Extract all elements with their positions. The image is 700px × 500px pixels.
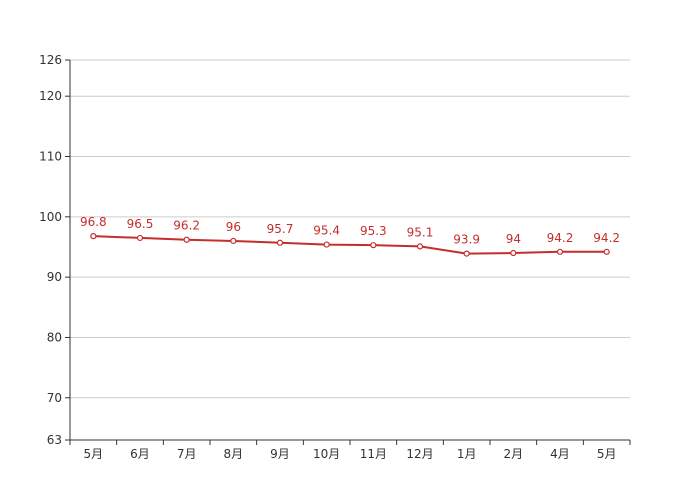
x-tick-label: 5月 (84, 447, 104, 461)
data-point[interactable] (510, 249, 517, 257)
x-tick-label: 7月 (177, 447, 197, 461)
data-label: 94 (506, 232, 521, 246)
y-tick-label: 110 (39, 150, 62, 164)
y-tick-label: 90 (47, 270, 62, 284)
x-tick-label: 1月 (457, 447, 477, 461)
data-point[interactable] (230, 237, 237, 245)
data-point[interactable] (370, 242, 377, 249)
data-label: 95.1 (407, 225, 434, 239)
x-tick-label: 4月 (550, 447, 570, 461)
x-tick-label: 9月 (270, 447, 290, 461)
data-label: 93.9 (453, 233, 480, 247)
data-label: 96.8 (80, 215, 107, 229)
x-tick-label: 8月 (224, 447, 244, 461)
x-tick-label: 6月 (130, 447, 150, 461)
y-tick-label: 63 (47, 433, 62, 447)
y-tick-label: 126 (39, 53, 62, 67)
data-point[interactable] (463, 250, 470, 257)
data-label: 95.3 (360, 224, 387, 238)
data-point[interactable] (136, 234, 144, 242)
series-layer (90, 233, 610, 257)
data-label: 96 (226, 220, 241, 234)
y-tick-label: 70 (47, 391, 62, 405)
data-point[interactable] (323, 241, 330, 248)
data-point[interactable] (183, 236, 190, 243)
x-tick-label: 12月 (406, 447, 433, 461)
y-tick-label: 100 (39, 210, 62, 224)
series-line (93, 235, 607, 255)
data-label: 94.2 (593, 231, 620, 245)
x-tick-label: 10月 (313, 447, 340, 461)
data-label: 96.5 (127, 217, 154, 231)
data-label: 95.7 (267, 222, 294, 236)
y-tick-label: 80 (47, 330, 62, 344)
data-point[interactable] (276, 239, 284, 246)
label-layer: 96.8 96.5 96.2 96 95.7 95.4 95.3 95.1 93.9 94 94.2… (80, 215, 620, 246)
y-tick-label: 120 (39, 89, 62, 103)
x-tick-label: 11月 (360, 447, 387, 461)
data-point[interactable] (90, 233, 97, 240)
grid-layer (70, 59, 630, 399)
data-label: 95.4 (313, 224, 340, 238)
data-label: 96.2 (173, 219, 200, 233)
x-tick-label: 2月 (504, 447, 524, 461)
data-point[interactable] (416, 243, 424, 250)
x-tick-label: 5月 (597, 447, 617, 461)
data-point[interactable] (603, 248, 610, 255)
axis-layer: 63 70 80 90 100 110 120 126 5月 6月 7月 8月 9月 10月 11月 12月 1… (39, 53, 631, 461)
data-label: 94.2 (547, 231, 574, 245)
data-point[interactable] (556, 248, 564, 255)
